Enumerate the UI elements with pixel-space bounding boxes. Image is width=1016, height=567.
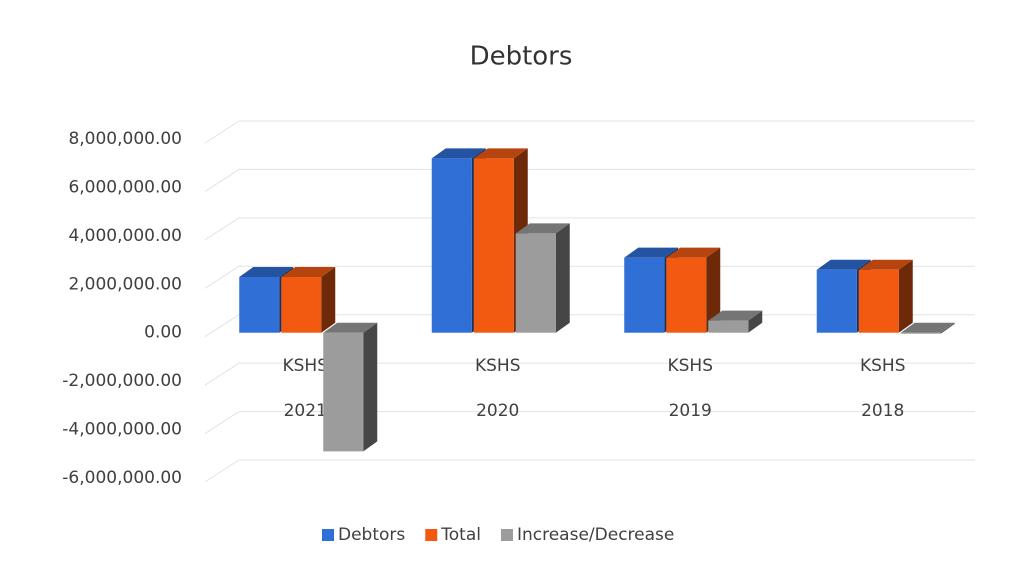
bar	[624, 257, 665, 333]
bar-top	[858, 259, 913, 270]
bar-top	[515, 223, 570, 234]
grid-depth	[204, 459, 240, 483]
y-tick-label: -2,000,000.00	[62, 371, 182, 391]
bar-side	[940, 322, 955, 334]
y-tick-label: 2,000,000.00	[68, 274, 182, 294]
y-tick-label: -6,000,000.00	[62, 468, 182, 488]
bar	[239, 277, 280, 333]
x-tick-label: 2021	[284, 401, 327, 421]
legend-label: Debtors	[338, 525, 405, 545]
bar-top	[624, 247, 679, 258]
y-tick-label: 8,000,000.00	[68, 129, 182, 149]
x-tick-label: KSHS	[282, 356, 328, 376]
bar	[858, 269, 899, 333]
y-tick-label: 4,000,000.00	[68, 226, 182, 246]
bar	[666, 257, 707, 333]
bar	[473, 158, 514, 333]
bar-side	[555, 223, 570, 333]
y-tick-label: -4,000,000.00	[62, 420, 182, 440]
bar	[515, 233, 556, 333]
bar	[708, 320, 749, 333]
grid-depth	[204, 169, 240, 192]
legend-label: Increase/Decrease	[517, 525, 674, 545]
legend-swatch	[322, 529, 334, 541]
bar-side	[706, 247, 721, 333]
grid-depth	[204, 120, 240, 144]
bar-top	[323, 322, 378, 333]
x-tick-label: KSHS	[860, 356, 906, 376]
grid-depth	[204, 362, 240, 386]
bar-side	[898, 259, 913, 333]
bar-top	[431, 148, 486, 159]
x-tick-label: 2020	[476, 401, 519, 421]
bar-top	[816, 259, 871, 270]
x-tick-label: 2018	[861, 401, 904, 421]
legend-swatch	[500, 529, 513, 541]
bar-side	[748, 310, 763, 333]
x-tick-label: 2019	[669, 401, 712, 421]
legend-label: Total	[440, 525, 481, 545]
bar	[431, 158, 472, 333]
bar-top	[473, 148, 528, 159]
y-tick-label: 6,000,000.00	[68, 177, 182, 197]
grid-depth	[204, 217, 240, 241]
bar	[900, 332, 941, 334]
y-tick-label: 0.00	[144, 323, 182, 343]
bar-top	[239, 267, 294, 278]
chart-title: Debtors	[470, 42, 573, 72]
grid-depth	[204, 314, 240, 338]
bar-top	[900, 322, 955, 333]
legend-swatch	[425, 529, 438, 541]
bar-top	[666, 247, 721, 258]
grid-depth	[204, 411, 240, 434]
bar	[281, 277, 322, 333]
bar-side	[363, 322, 378, 452]
bar-side	[321, 267, 336, 333]
bar	[323, 332, 364, 452]
bar	[816, 269, 857, 333]
x-tick-label: KSHS	[475, 356, 521, 376]
x-tick-label: KSHS	[667, 356, 713, 376]
grid-depth	[204, 265, 240, 289]
bar-top	[281, 267, 336, 278]
bar-top	[708, 310, 763, 321]
